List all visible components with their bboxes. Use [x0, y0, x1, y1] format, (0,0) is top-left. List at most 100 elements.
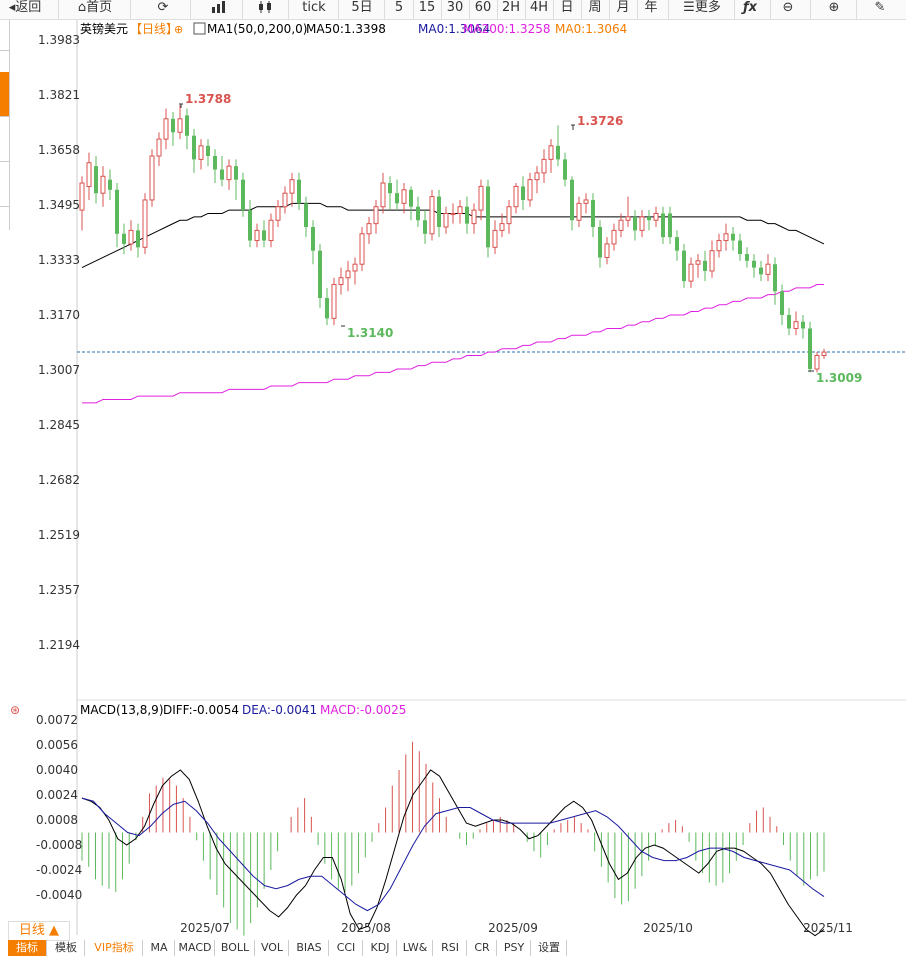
candle-body-up [688, 263, 694, 282]
candle-body-down [241, 179, 245, 211]
more-button[interactable]: ☰更多 [683, 0, 721, 15]
draw-button[interactable]: ✎ [868, 0, 892, 19]
price-tick-label: 1.3007 [38, 363, 80, 377]
period-5min[interactable]: 5 [394, 0, 404, 15]
tab-template[interactable]: 模板 [48, 940, 85, 956]
candle-body-down [325, 298, 329, 319]
period-60min[interactable]: 60 [474, 0, 492, 15]
candle-body-down [297, 179, 301, 204]
zoom-in-icon: ⊕ [828, 0, 840, 15]
tab-cr[interactable]: CR [468, 940, 497, 956]
side-tab[interactable] [0, 20, 9, 51]
tab-lw[interactable]: LW& [398, 940, 433, 956]
candle-body-down [185, 115, 189, 136]
tab-psy[interactable]: PSY [498, 940, 531, 956]
macd-tick-label: -0.0008 [36, 838, 82, 852]
date-tick-label: 2025/10 [643, 921, 693, 935]
candle-body-down [633, 216, 637, 231]
refresh-icon: ⟳ [157, 0, 169, 15]
formula-button[interactable]: ƒx [738, 0, 762, 19]
price-tick-label: 1.2357 [38, 583, 80, 597]
candle-body-up [100, 175, 106, 194]
side-tab[interactable] [0, 117, 9, 162]
back-button[interactable]: ◂返回 [8, 0, 42, 15]
candle-body-up [282, 192, 288, 208]
period-tick[interactable]: tick [302, 0, 326, 15]
tab-cci[interactable]: CCI [330, 940, 363, 956]
macd-settings-icon[interactable]: ⊛ [10, 703, 20, 717]
candle-body-up [359, 233, 365, 265]
period-month[interactable]: 月 [616, 0, 630, 15]
period-week[interactable]: 周 [588, 0, 602, 15]
toolbar-divider [856, 0, 857, 19]
candle-body-up [527, 179, 533, 201]
period-4h[interactable]: 4H [529, 0, 549, 15]
candle-body-down [675, 237, 679, 251]
candle-body-up [499, 223, 505, 231]
period-year[interactable]: 年 [644, 0, 658, 15]
tab-macd[interactable]: MACD [176, 940, 215, 956]
tab-boll[interactable]: BOLL [216, 940, 255, 956]
tab-settings[interactable]: 设置 [532, 940, 567, 956]
toolbar-divider [338, 0, 339, 19]
macd-tick-label: 0.0008 [36, 813, 78, 827]
tab-rsi[interactable]: RSI [434, 940, 467, 956]
dea-value: DEA:-0.0041 [242, 703, 317, 717]
candle-body-up [373, 206, 379, 225]
home-button[interactable]: ⌂首页 [77, 0, 113, 15]
candle-body-down [570, 179, 574, 221]
chart-area[interactable]: 1.3983 1.3821 1.3658 1.3495 1.3333 1.3170 1.30… [0, 0, 906, 938]
period-5day[interactable]: 5日 [351, 0, 373, 15]
candle-body-down [780, 291, 784, 315]
tab-vol[interactable]: VOL [256, 940, 289, 956]
side-tab-active[interactable] [0, 72, 9, 117]
high1-label: 1.3788 [185, 92, 231, 106]
candle-body-down [409, 189, 413, 207]
side-tabs [0, 20, 10, 230]
tab-ma[interactable]: MA [144, 940, 175, 956]
candle-body-up [268, 219, 274, 242]
period-2h[interactable]: 2H [501, 0, 521, 15]
candle-body-up [793, 321, 799, 329]
period-30min[interactable]: 30 [446, 0, 464, 15]
toolbar-divider [384, 0, 385, 19]
ma-params: MA1(50,0,200,0) [207, 22, 307, 36]
low2-label: 1.3009 [816, 371, 862, 385]
tab-kdj[interactable]: KDJ [364, 940, 397, 956]
candle-body-down [423, 220, 427, 234]
zoom-out-button[interactable]: ⊖ [776, 0, 800, 19]
toolbar-divider [130, 0, 131, 19]
indicator-edit-icon[interactable] [193, 22, 206, 35]
zoom-in-button[interactable]: ⊕ [822, 0, 846, 19]
tab-vip[interactable]: VIP指标 [86, 940, 143, 956]
toolbar-divider [553, 0, 554, 19]
side-tab[interactable] [0, 162, 9, 207]
date-tick-label: 2025/07 [180, 921, 230, 935]
tab-bias[interactable]: BIAS [290, 940, 329, 956]
candle-body-down [738, 240, 742, 255]
macd-histogram [81, 741, 825, 936]
macd-tick-label: 0.0024 [36, 788, 78, 802]
candle-body-down [416, 206, 420, 221]
candle-body-down [395, 193, 399, 204]
candle-body-down [115, 189, 119, 234]
tab-indicator[interactable]: 指标 [8, 940, 47, 956]
symbol-label: 英镑美元 [80, 21, 128, 36]
indicator-button[interactable] [206, 0, 234, 19]
period-day[interactable]: 日 [560, 0, 574, 15]
candle-body-up [401, 189, 407, 204]
price-axis: 1.3983 1.3821 1.3658 1.3495 1.3333 1.3170 1.30… [38, 33, 80, 652]
candle-body-up [156, 138, 162, 157]
refresh-button[interactable]: ⟳ [152, 0, 174, 19]
candle-body-down [773, 264, 777, 292]
period-15min[interactable]: 15 [418, 0, 436, 15]
candle-body-up [653, 212, 659, 221]
candle-body-up [541, 158, 547, 174]
candle-body-down [220, 169, 224, 180]
candle-body-down [486, 186, 490, 248]
candlestick-button[interactable] [252, 0, 280, 19]
candle-body-down [703, 260, 707, 271]
settings-icon[interactable]: ⊕ [174, 23, 183, 36]
macd-tick-label: -0.0024 [36, 863, 82, 877]
top-toolbar: ◂返回 ⌂首页 ⟳ tick 5日 5 15 30 60 2H 4H 日 周 月… [0, 0, 906, 20]
